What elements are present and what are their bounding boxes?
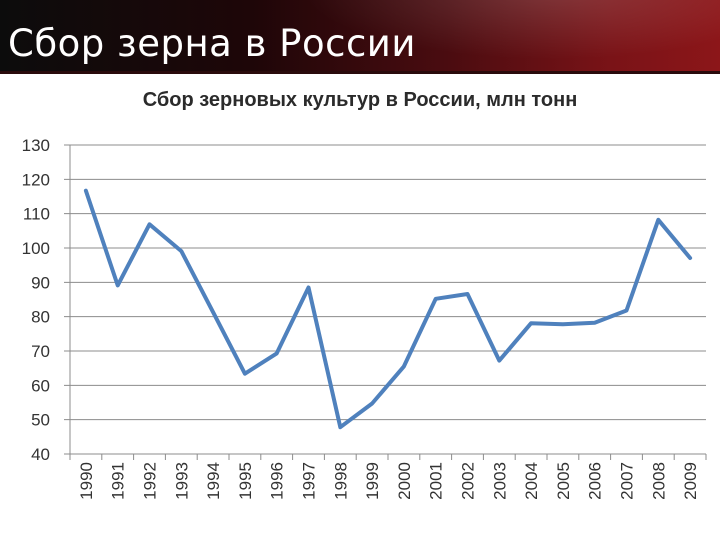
series-line bbox=[83, 188, 693, 430]
x-tick-label: 2009 bbox=[681, 462, 700, 500]
data-point bbox=[529, 321, 533, 325]
data-point bbox=[402, 364, 406, 368]
y-tick-label: 70 bbox=[31, 342, 50, 361]
x-tick-label: 1995 bbox=[236, 462, 255, 500]
data-point bbox=[466, 292, 469, 296]
data-point bbox=[561, 322, 565, 326]
data-point bbox=[625, 308, 628, 312]
x-tick-label: 2000 bbox=[395, 462, 414, 500]
data-point bbox=[497, 359, 501, 363]
x-tick-label: 2007 bbox=[618, 462, 637, 500]
x-tick-label: 1991 bbox=[109, 462, 128, 500]
y-tick-label: 80 bbox=[31, 308, 50, 327]
x-tick-label: 1999 bbox=[363, 462, 382, 500]
data-point bbox=[275, 351, 279, 355]
x-tick-label: 2001 bbox=[427, 462, 446, 500]
x-tick-label: 2004 bbox=[522, 462, 541, 500]
y-tick-label: 50 bbox=[31, 411, 50, 430]
data-point bbox=[211, 310, 215, 314]
x-tick-label: 2008 bbox=[649, 462, 668, 500]
x-tick-label: 1996 bbox=[268, 462, 287, 500]
data-point bbox=[84, 189, 88, 193]
banner-edge bbox=[0, 71, 720, 74]
data-point bbox=[148, 222, 151, 226]
data-point bbox=[370, 402, 374, 406]
data-point bbox=[243, 372, 247, 376]
x-tick-label: 1997 bbox=[300, 462, 319, 500]
title-banner bbox=[0, 0, 720, 74]
data-point bbox=[179, 249, 183, 253]
x-tick-label: 1992 bbox=[141, 462, 160, 500]
x-tick-label: 1998 bbox=[331, 462, 350, 500]
x-tick-label: 2005 bbox=[554, 462, 573, 500]
data-point bbox=[116, 283, 120, 287]
y-tick-label: 130 bbox=[22, 136, 50, 155]
data-point bbox=[656, 218, 660, 222]
x-tick-label: 1990 bbox=[77, 462, 96, 500]
y-tick-label: 90 bbox=[31, 273, 50, 292]
x-tick-label: 2002 bbox=[459, 462, 478, 500]
data-point bbox=[338, 425, 342, 429]
banner-shine bbox=[300, 0, 720, 60]
data-point bbox=[434, 297, 438, 301]
y-tick-label: 120 bbox=[22, 170, 50, 189]
data-point bbox=[688, 256, 692, 260]
data-point bbox=[307, 285, 310, 289]
x-tick-label: 1994 bbox=[204, 462, 223, 500]
slide-title: Сбор зерна в России bbox=[8, 22, 416, 65]
y-tick-label: 110 bbox=[23, 205, 50, 224]
x-tick-label: 2003 bbox=[490, 462, 509, 500]
y-tick-label: 100 bbox=[22, 239, 50, 258]
x-tick-label: 1993 bbox=[172, 462, 191, 500]
data-point bbox=[593, 321, 597, 325]
x-tick-label: 2006 bbox=[586, 462, 605, 500]
y-tick-label: 40 bbox=[31, 445, 50, 464]
y-tick-label: 60 bbox=[31, 376, 50, 395]
chart-title: Сбор зерновых культур в России, млн тонн bbox=[142, 89, 578, 111]
